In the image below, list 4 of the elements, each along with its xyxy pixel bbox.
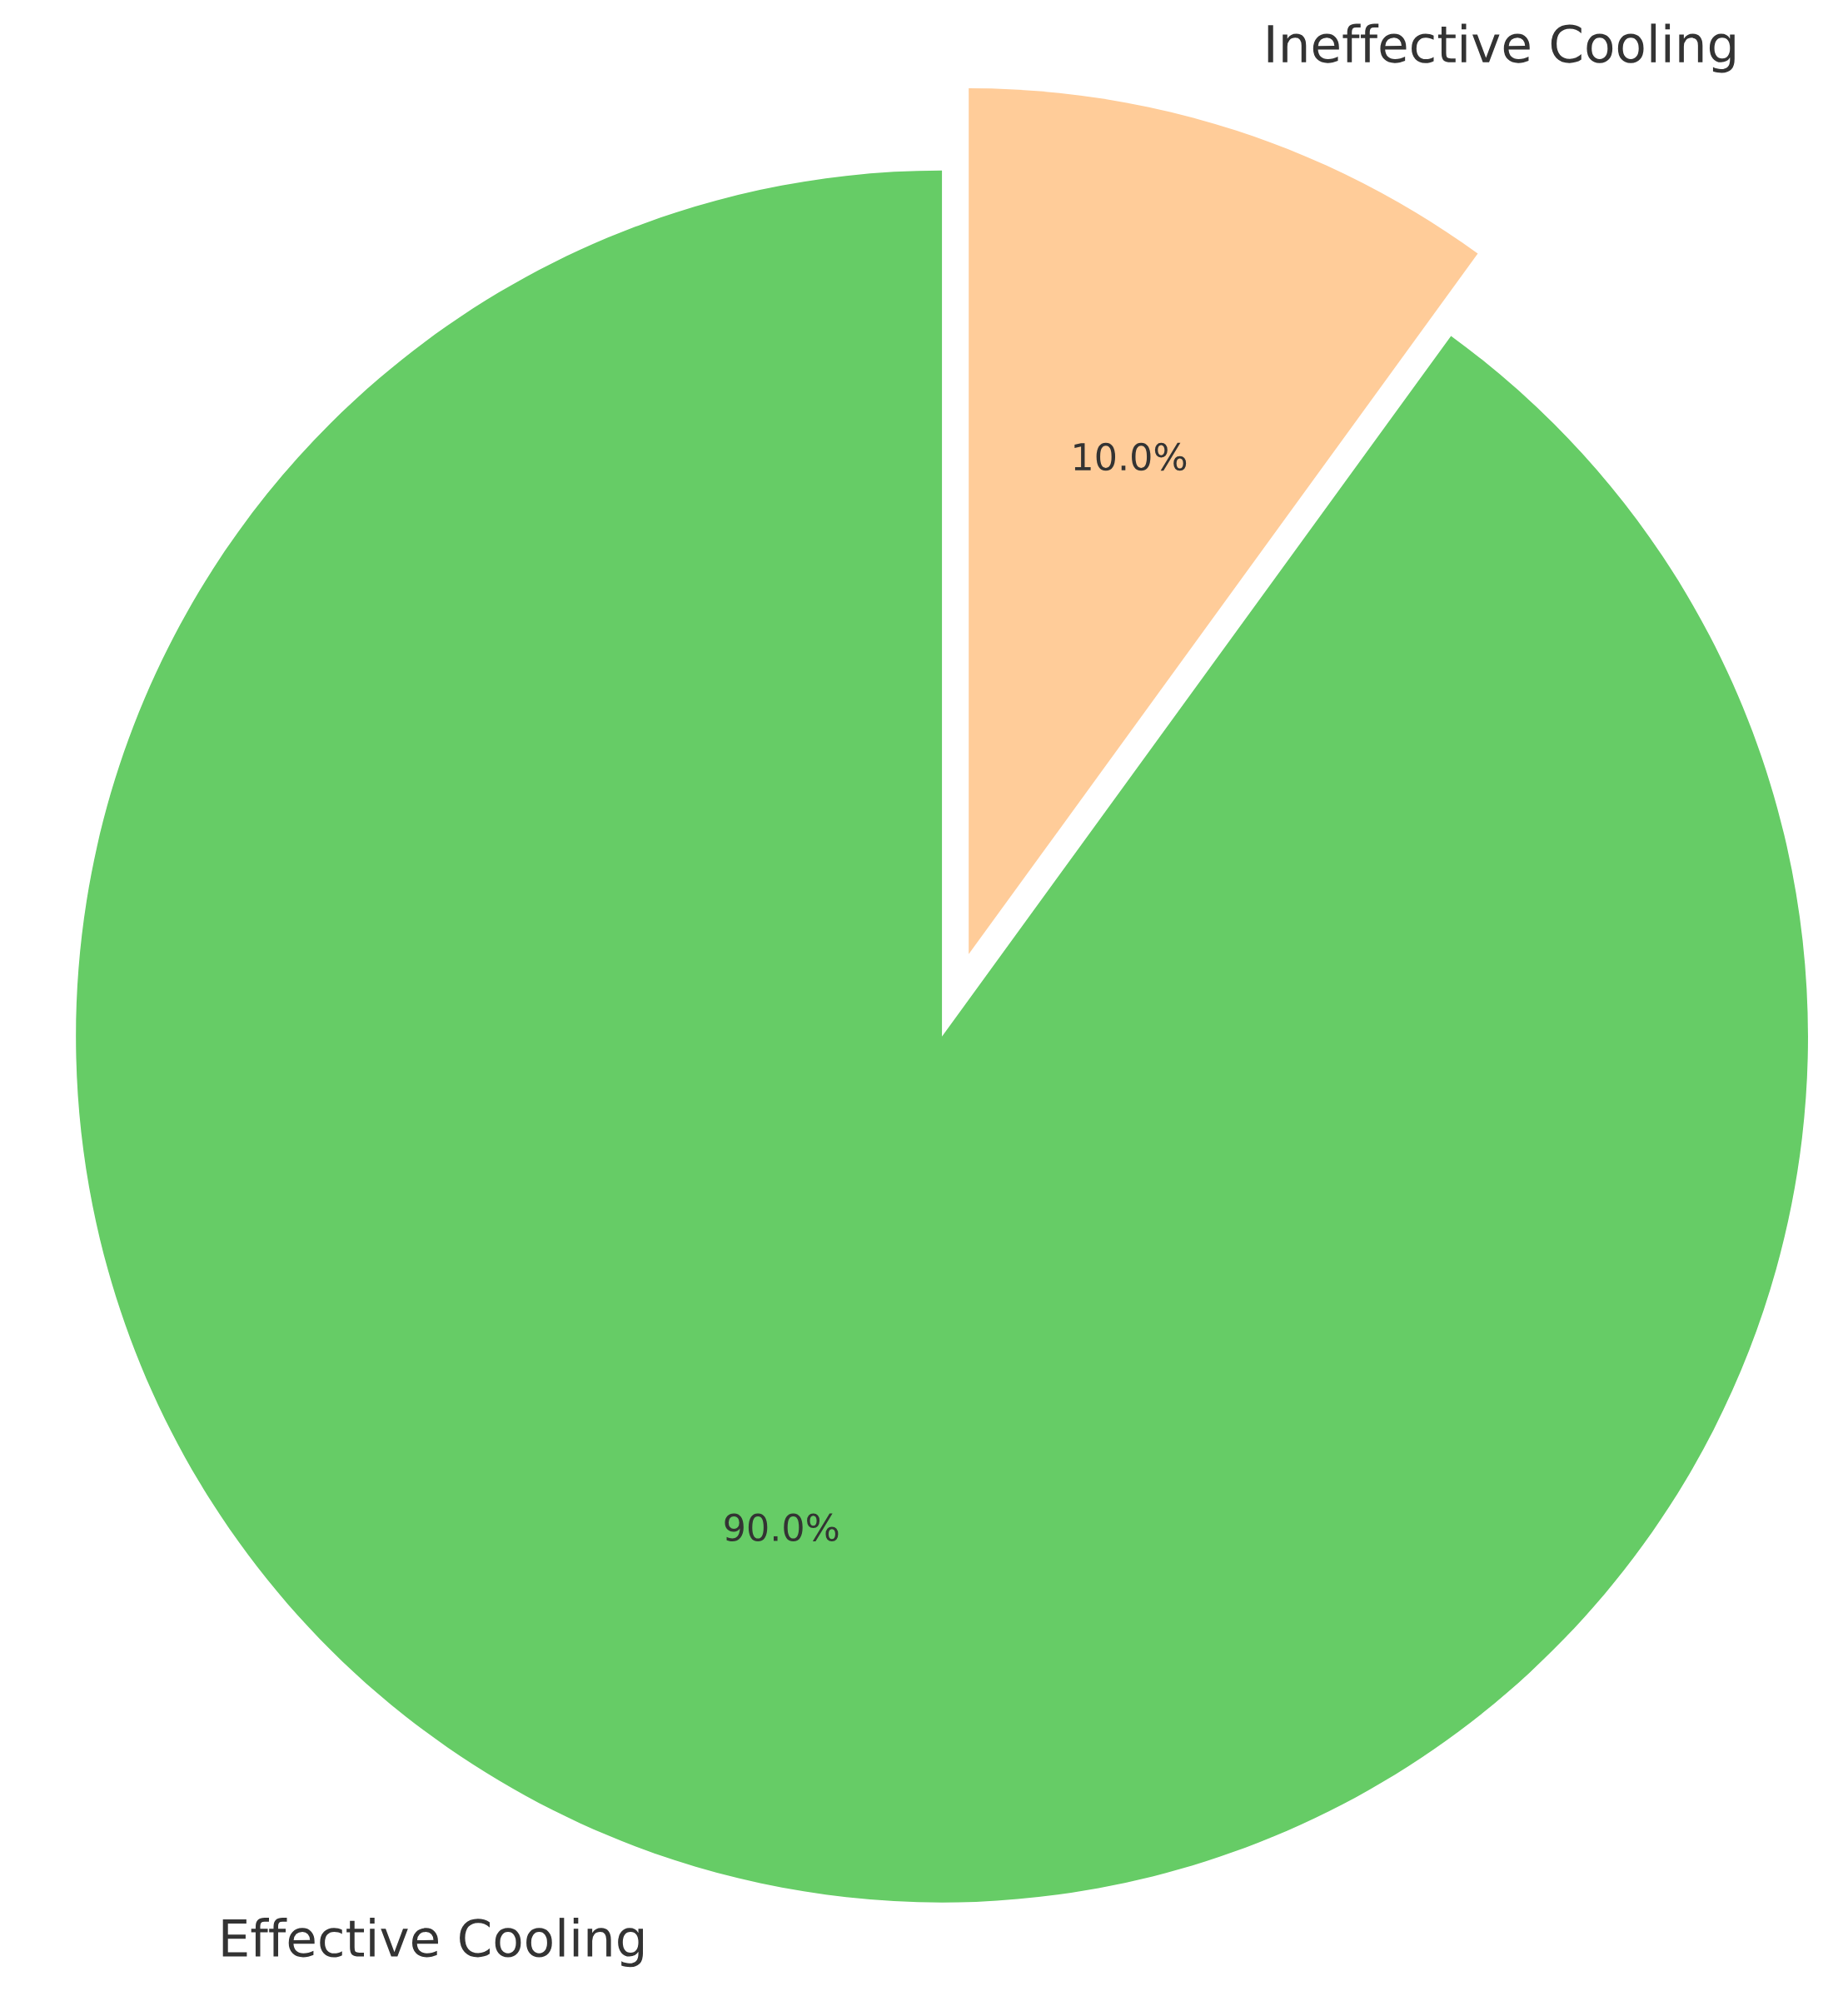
slice-label: Effective Cooling <box>222 1918 644 1968</box>
data-label: 90.0% <box>725 1513 839 1542</box>
data-label: 10.0% <box>1074 442 1187 471</box>
slice-label: Ineffective Cooling <box>1268 23 1735 73</box>
